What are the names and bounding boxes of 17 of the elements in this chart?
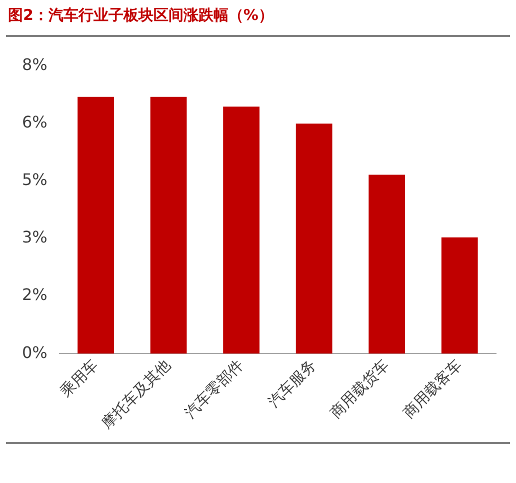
y-tick-label: 0% bbox=[22, 342, 48, 362]
x-tick-label: 汽车服务 bbox=[264, 356, 320, 411]
bar bbox=[296, 124, 332, 354]
y-tick-label: 5% bbox=[22, 170, 48, 189]
x-tick-label: 商用载货车 bbox=[326, 356, 392, 422]
bar bbox=[368, 174, 406, 354]
bar bbox=[150, 96, 187, 354]
y-tick-label: 8% bbox=[22, 54, 48, 74]
y-tick-label: 6% bbox=[22, 112, 48, 132]
chart-title: 图2：汽车行业子板块区间涨跌幅（%） bbox=[8, 6, 274, 25]
bar bbox=[223, 106, 260, 354]
bar bbox=[78, 96, 114, 354]
bar bbox=[441, 237, 478, 354]
y-tick-label: 2% bbox=[22, 285, 48, 304]
x-tick-label: 汽车零部件 bbox=[181, 356, 247, 422]
x-tick-label: 商用载客车 bbox=[399, 356, 466, 422]
y-tick-label: 3% bbox=[22, 228, 48, 247]
